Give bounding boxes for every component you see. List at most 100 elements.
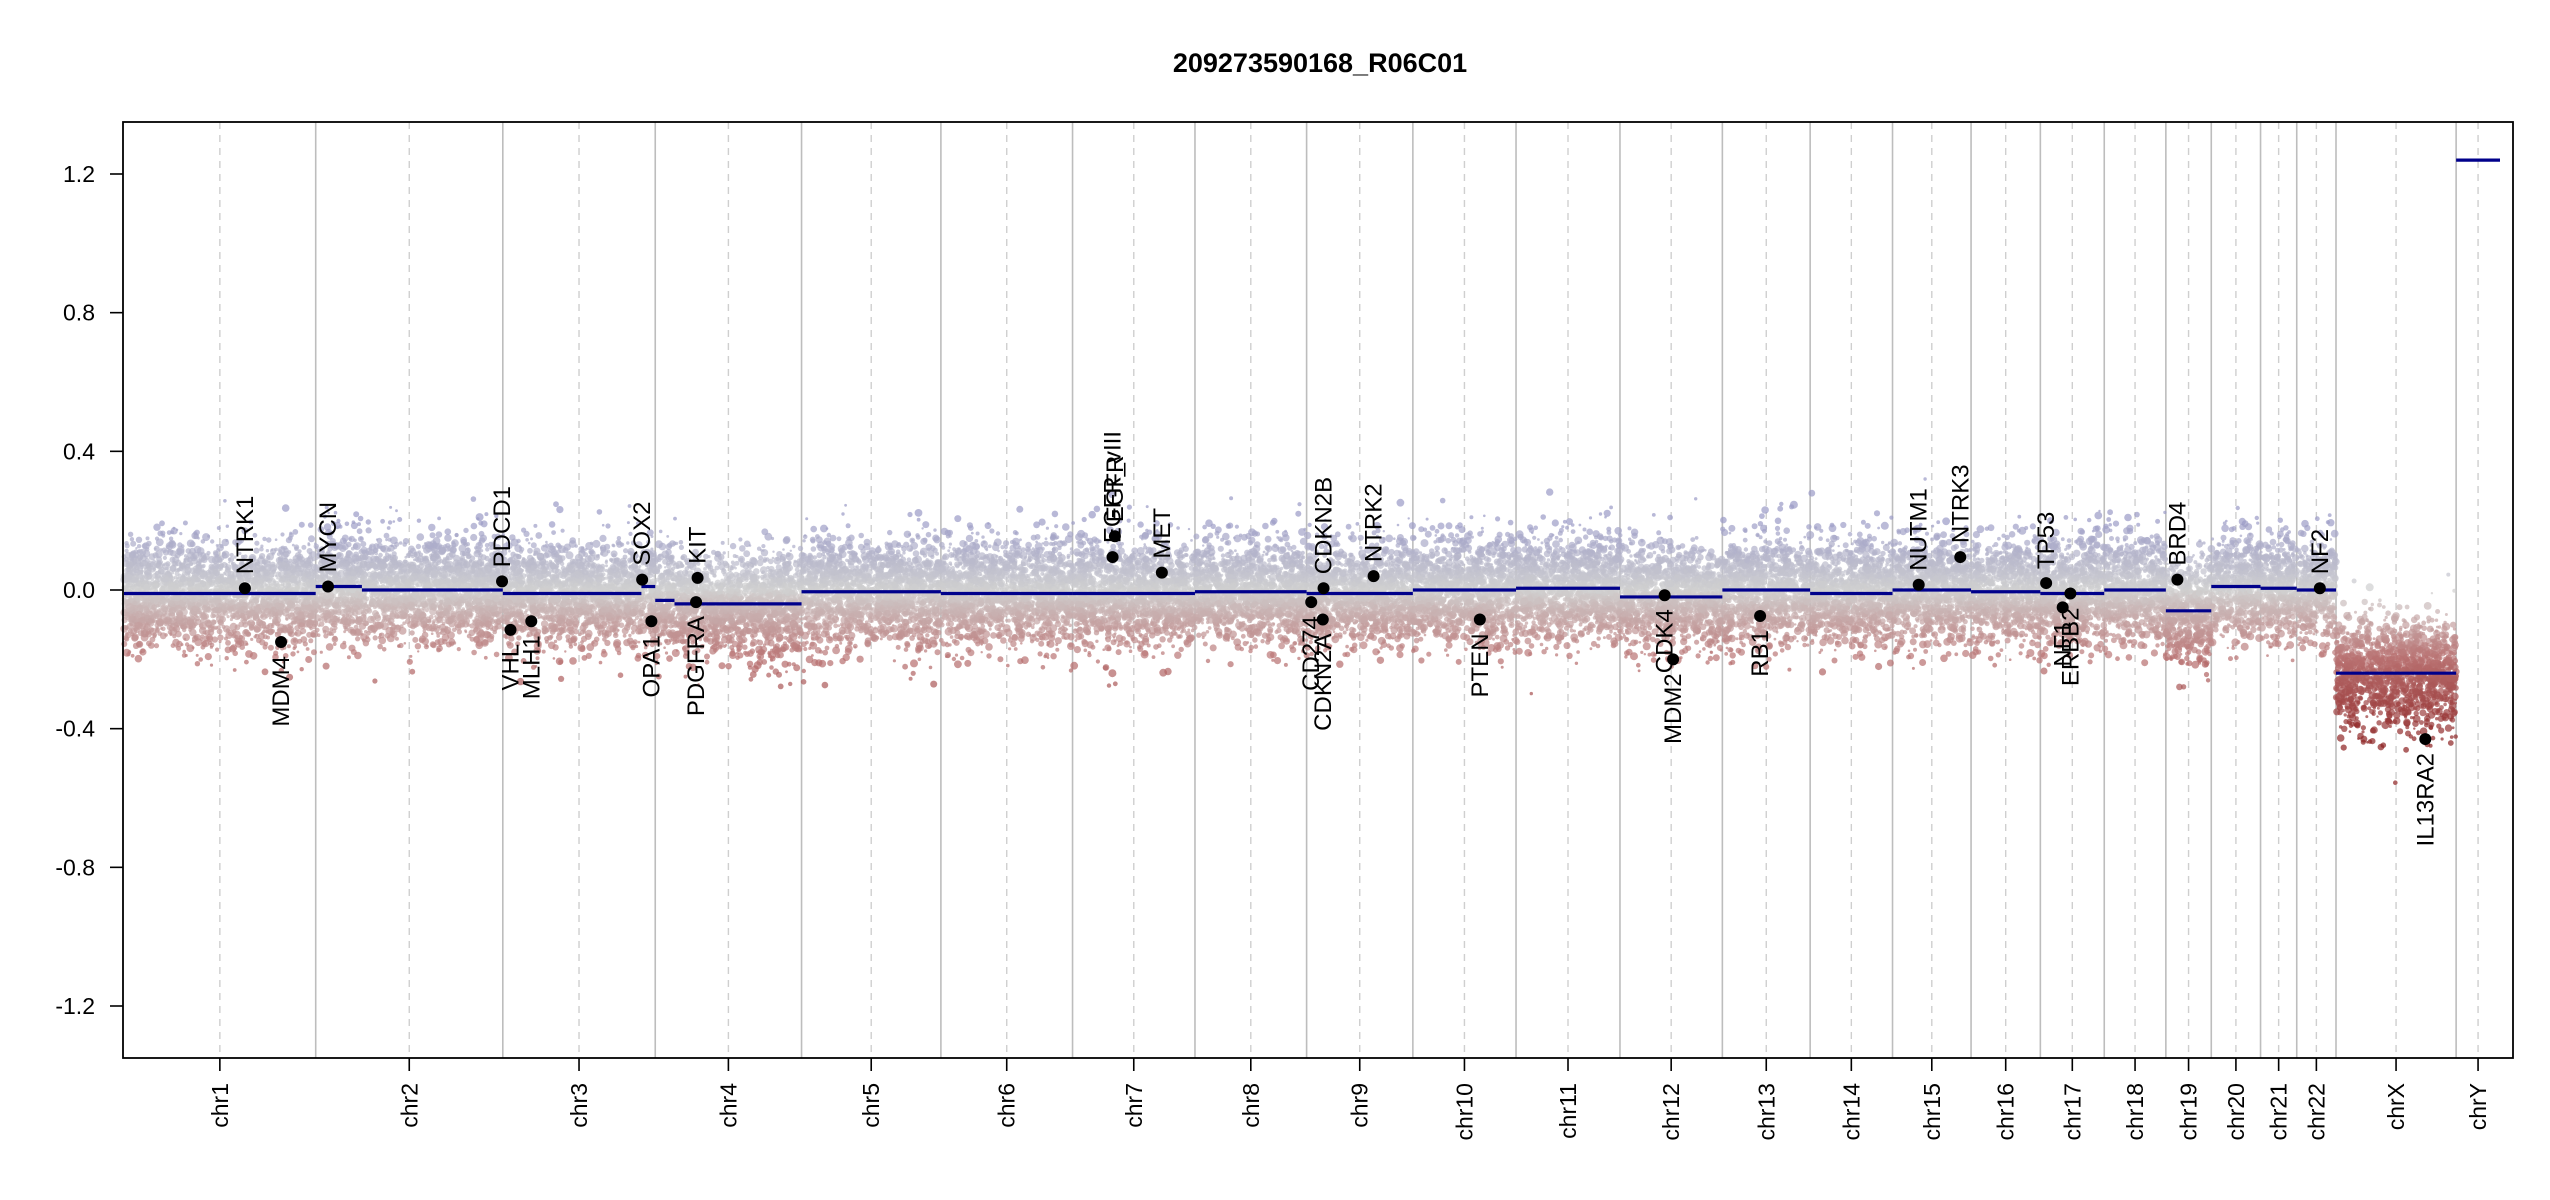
probe-point xyxy=(152,613,157,618)
probe-point xyxy=(372,610,379,617)
probe-point xyxy=(241,616,244,619)
probe-point xyxy=(391,611,394,614)
probe-point xyxy=(298,613,305,620)
probe-point xyxy=(233,611,239,617)
probe-point xyxy=(177,568,180,571)
probe-point xyxy=(130,597,135,602)
probe-point xyxy=(200,619,205,624)
probe-point xyxy=(343,596,347,600)
probe-point xyxy=(434,544,440,550)
probe-point xyxy=(440,629,447,636)
probe-point xyxy=(149,602,152,605)
probe-point xyxy=(432,595,436,599)
probe-point xyxy=(481,554,487,560)
probe-point xyxy=(171,576,175,580)
probe-point xyxy=(153,596,160,603)
probe-point xyxy=(465,601,469,605)
probe-point xyxy=(128,532,133,537)
probe-point xyxy=(471,523,478,530)
probe-point xyxy=(157,610,160,613)
probe-point xyxy=(152,632,157,637)
probe-point xyxy=(235,599,238,602)
probe-point xyxy=(399,606,402,609)
probe-point xyxy=(425,645,428,648)
probe-point xyxy=(381,559,386,564)
probe-point xyxy=(451,599,453,601)
probe-point xyxy=(439,644,442,647)
probe-point xyxy=(433,578,440,585)
probe-point xyxy=(352,601,357,606)
probe-point xyxy=(431,632,434,635)
probe-point xyxy=(238,621,244,627)
probe-point xyxy=(437,517,441,521)
probe-point xyxy=(381,577,388,584)
probe-point xyxy=(422,607,425,610)
probe-point xyxy=(217,629,223,635)
probe-point xyxy=(205,653,212,660)
probe-point xyxy=(269,617,272,620)
probe-point xyxy=(373,548,378,553)
probe-point xyxy=(170,530,174,534)
probe-point xyxy=(156,538,164,546)
probe-point xyxy=(426,542,434,550)
probe-point xyxy=(278,578,283,583)
probe-point xyxy=(479,531,485,537)
probe-point xyxy=(360,554,366,560)
probe-point xyxy=(224,583,230,589)
probe-point xyxy=(308,638,313,643)
probe-point xyxy=(266,537,271,542)
probe-point xyxy=(478,568,481,571)
probe-point xyxy=(436,611,439,614)
probe-point xyxy=(325,621,328,624)
probe-point xyxy=(473,618,480,625)
probe-point xyxy=(397,615,401,619)
probe-point xyxy=(333,642,337,646)
probe-point xyxy=(333,610,338,615)
probe-point xyxy=(163,564,166,567)
probe-point xyxy=(349,645,356,652)
probe-point xyxy=(179,577,185,583)
probe-point xyxy=(431,557,436,562)
probe-point xyxy=(430,641,436,647)
probe-point xyxy=(447,545,454,552)
probe-point xyxy=(477,577,485,585)
probe-point xyxy=(292,559,297,564)
probe-point xyxy=(340,593,343,596)
probe-point xyxy=(300,667,304,671)
probe-point xyxy=(402,621,406,625)
probe-point xyxy=(218,564,224,570)
probe-point xyxy=(485,563,488,566)
probe-point xyxy=(156,628,160,632)
probe-point xyxy=(480,549,483,552)
probe-point xyxy=(242,577,246,581)
probe-point xyxy=(207,625,211,629)
probe-point xyxy=(561,529,565,533)
probe-point xyxy=(473,605,479,611)
probe-point xyxy=(366,527,372,533)
probe-point xyxy=(442,574,447,579)
probe-point xyxy=(284,608,290,614)
probe-point xyxy=(257,580,263,586)
probe-point xyxy=(306,571,312,577)
probe-point xyxy=(285,617,288,620)
probe-point xyxy=(415,604,418,607)
probe-point xyxy=(311,611,314,614)
probe-point xyxy=(578,546,584,552)
probe-point xyxy=(315,610,318,613)
probe-point xyxy=(248,601,254,607)
probe-point xyxy=(479,608,486,615)
probe-point xyxy=(389,622,393,626)
probe-point xyxy=(244,660,249,665)
probe-point xyxy=(405,581,411,587)
probe-point xyxy=(230,618,233,621)
probe-point xyxy=(464,574,467,577)
probe-point xyxy=(393,520,396,523)
probe-point xyxy=(354,652,362,660)
probe-point xyxy=(410,624,416,630)
probe-point xyxy=(208,556,216,564)
probe-point xyxy=(255,634,260,639)
probe-point xyxy=(343,630,346,633)
probe-point xyxy=(239,599,243,603)
probe-point xyxy=(428,524,435,531)
probe-point xyxy=(255,585,258,588)
